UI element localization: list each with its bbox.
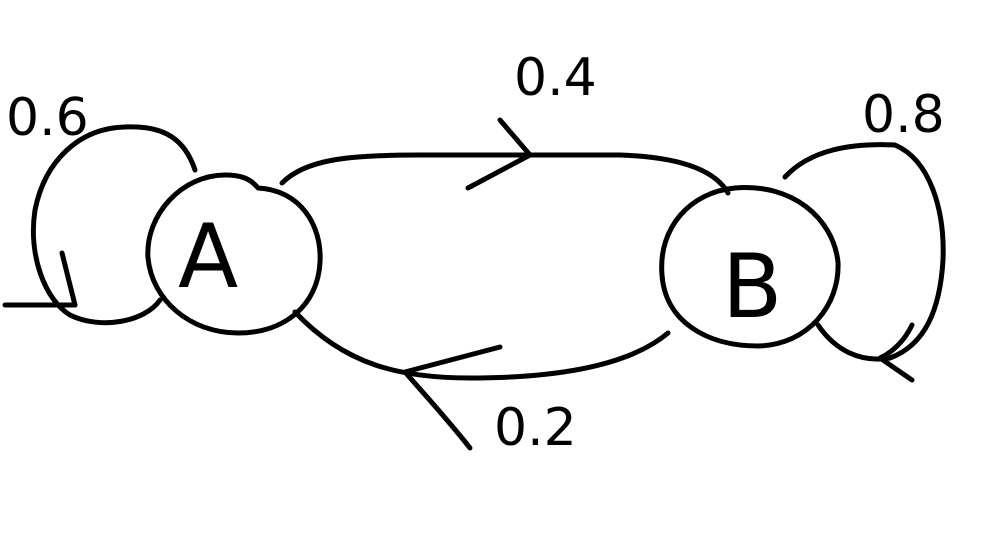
edge-label-b-b: 0.8 xyxy=(862,85,945,145)
node-b-label: B xyxy=(722,235,782,338)
arrowhead-a-to-b xyxy=(465,117,533,191)
edge-self-loop-b xyxy=(782,142,946,383)
edge-self-loop-a xyxy=(30,124,198,326)
edge-label-a-b: 0.4 xyxy=(514,48,597,108)
node-a-label: A xyxy=(178,205,238,308)
node-a: A xyxy=(145,172,323,336)
edge-label-a-a: 0.6 xyxy=(6,88,89,148)
edge-a-to-b xyxy=(279,117,731,196)
arrowhead-self-loop-b xyxy=(877,322,915,383)
edge-label-b-a: 0.2 xyxy=(494,398,577,458)
arrowhead-b-to-a xyxy=(402,344,503,451)
node-b: B xyxy=(659,185,841,349)
edge-b-to-a xyxy=(292,309,671,451)
initial-state-arrow xyxy=(2,250,78,308)
